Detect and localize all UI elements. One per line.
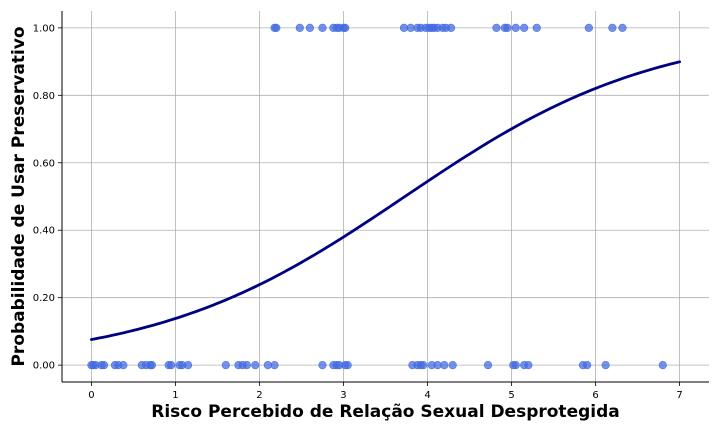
scatter-point: [583, 361, 592, 370]
x-tick-label: 3: [340, 390, 346, 401]
scatter-point: [99, 361, 109, 370]
x-tick-label: 7: [676, 390, 682, 401]
scatter-point: [601, 361, 610, 370]
scatter-point: [295, 23, 304, 32]
y-tick-label: 0.20: [33, 293, 55, 304]
fitted-curve: [90, 60, 681, 341]
x-tick-label: 2: [256, 390, 262, 401]
scatter-point: [341, 23, 350, 32]
scatter-point: [440, 361, 449, 370]
x-axis-title: Risco Percebido de Relação Sexual Despro…: [151, 402, 619, 422]
scatter-point: [511, 361, 520, 370]
scatter-point: [511, 23, 520, 32]
y-tick-label: 0.80: [33, 91, 55, 102]
scatter-point: [608, 23, 617, 32]
scatter-point: [658, 361, 667, 370]
scatter-point: [618, 23, 627, 32]
scatter-points: [87, 23, 667, 370]
scatter-point: [483, 361, 493, 370]
scatter-point: [251, 361, 260, 370]
x-tick-label: 6: [592, 390, 598, 401]
y-tick-label: 0.00: [33, 361, 55, 372]
scatter-point: [448, 361, 457, 370]
x-tick-label: 0: [88, 390, 94, 401]
gridlines: [62, 11, 709, 382]
scatter-point: [183, 361, 193, 370]
scatter-point: [343, 361, 352, 370]
scatter-point: [147, 361, 157, 370]
scatter-point: [270, 361, 279, 370]
scatter-point: [492, 23, 501, 32]
scatter-point: [446, 23, 456, 32]
scatter-point: [318, 361, 327, 370]
scatter-point: [119, 361, 128, 370]
scatter-point: [524, 361, 533, 370]
x-tick-label: 1: [172, 390, 178, 401]
scatter-point: [318, 23, 327, 32]
scatter-point: [305, 23, 314, 32]
scatter-point: [272, 23, 281, 32]
y-tick-label: 0.60: [33, 158, 55, 169]
scatter-point: [167, 361, 176, 370]
tick-labels: 0 1 2 3 4 5 6 7 0.00 0.20 0.40 0.60 0.80 1.00: [33, 23, 683, 401]
scatter-point: [221, 361, 230, 370]
x-tick-label: 5: [508, 390, 514, 401]
scatter-point: [532, 23, 541, 32]
x-tick-label: 4: [424, 390, 430, 401]
axes: [61, 11, 709, 383]
scatter-point: [584, 23, 593, 32]
scatter-point: [242, 361, 251, 370]
scatter-point: [419, 361, 428, 370]
logistic-curve-line: [90, 60, 681, 341]
scatter-point: [503, 23, 512, 32]
y-tick-label: 1.00: [33, 23, 55, 34]
y-axis-title: Probabilidade de Usar Preservativo: [9, 26, 29, 366]
y-tick-label: 0.40: [33, 226, 55, 237]
scatter-point: [520, 23, 529, 32]
